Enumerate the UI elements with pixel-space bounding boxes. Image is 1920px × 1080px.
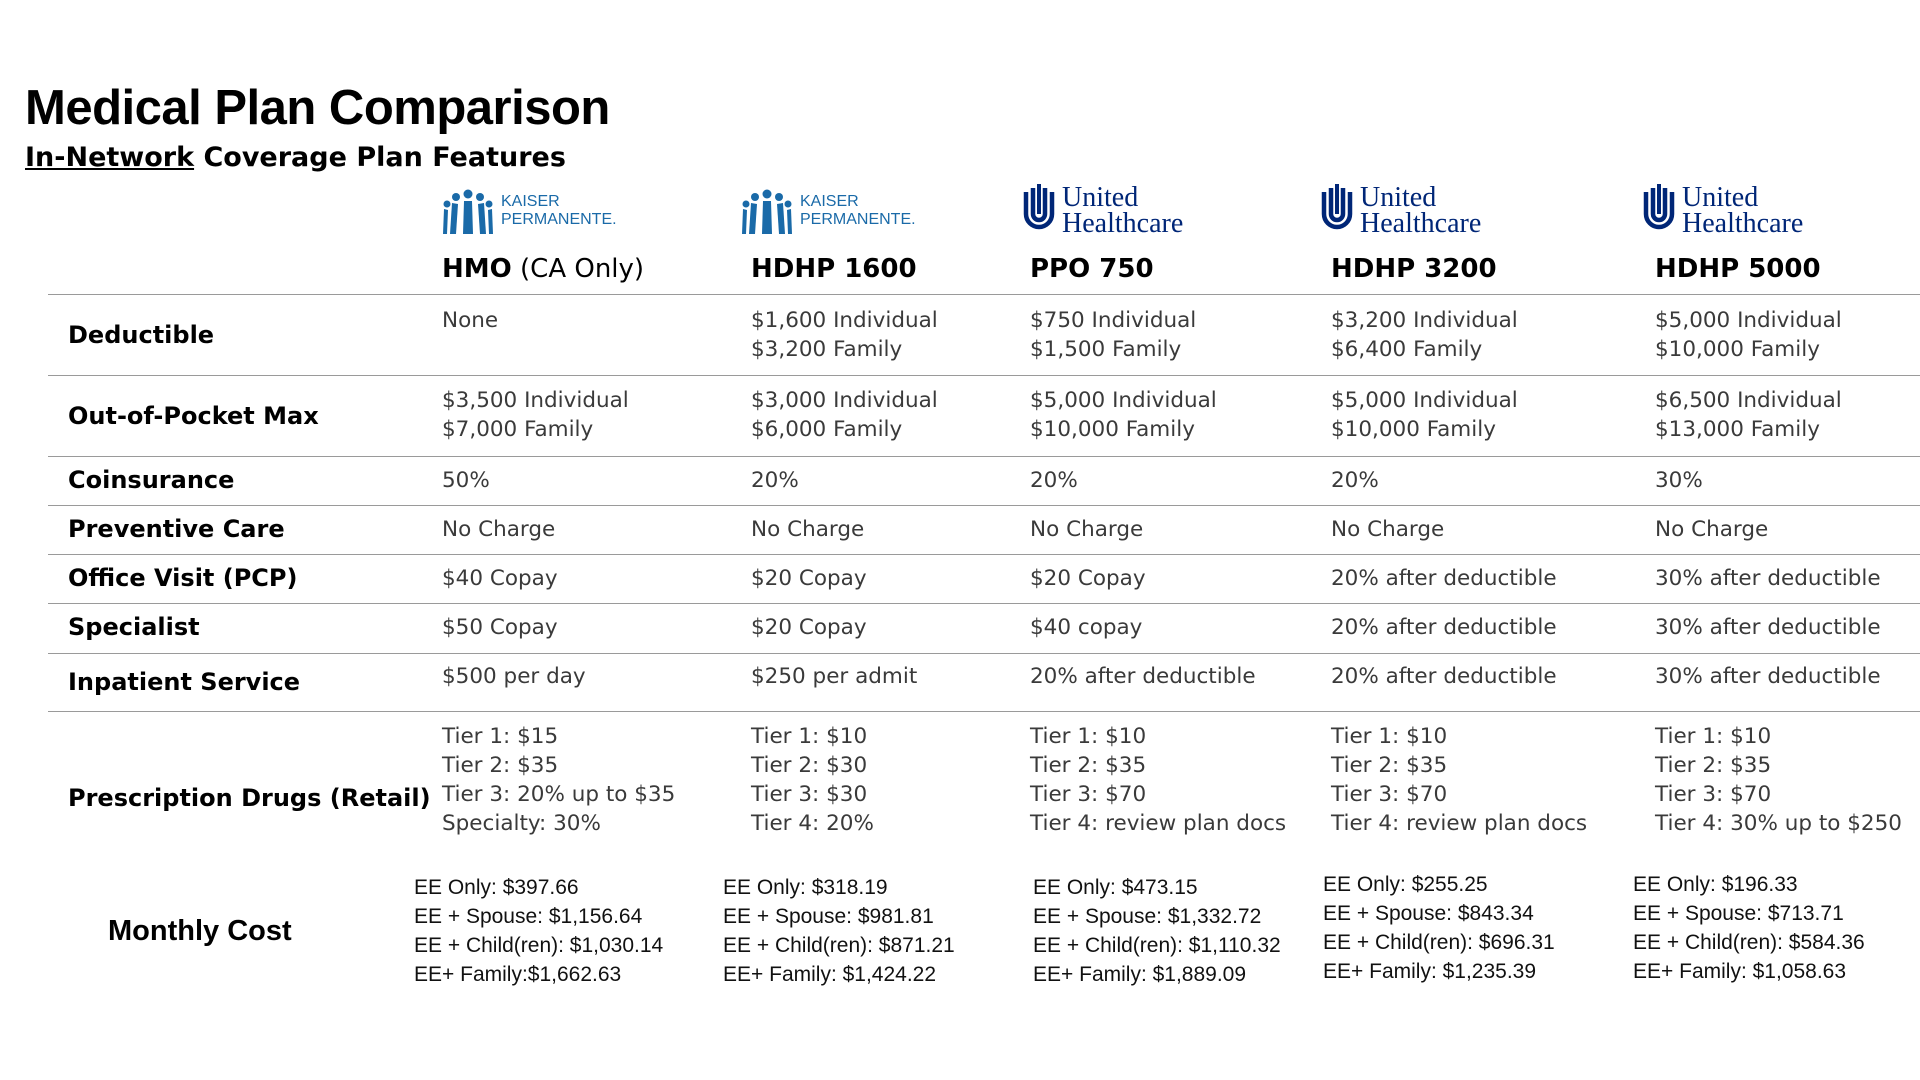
table-cell: None	[442, 308, 499, 333]
row-label-prescription-drugs: Prescription Drugs (Retail)	[68, 784, 431, 812]
monthly-cost-cell: EE Only: $196.33 EE + Spouse: $713.71 EE +…	[1633, 873, 1865, 983]
row-divider	[48, 505, 1920, 506]
kaiser-logo-line1: KAISER	[800, 193, 859, 210]
table-cell: $1,600 Individual $3,200 Family	[751, 308, 938, 362]
row-label-inpatient-service: Inpatient Service	[68, 668, 301, 696]
row-label-specialist: Specialist	[68, 613, 200, 641]
uhc-logo-line2: Healthcare	[1062, 208, 1184, 239]
table-cell: Tier 1: $10 Tier 2: $35 Tier 3: $70 Tier 4:…	[1030, 724, 1287, 836]
plan-name-hdhp-5000: HDHP 5000	[1655, 254, 1821, 284]
row-divider	[48, 294, 1920, 295]
table-cell: Tier 1: $15 Tier 2: $35 Tier 3: 20% up to …	[442, 724, 676, 836]
table-cell: $40 copay	[1030, 615, 1143, 640]
table-cell: $3,000 Individual $6,000 Family	[751, 388, 938, 442]
plan-name-hdhp-3200: HDHP 3200	[1331, 254, 1497, 284]
table-cell: Tier 1: $10 Tier 2: $35 Tier 3: $70 Tier 4:…	[1655, 724, 1902, 836]
uhc-logo-line1: United	[1360, 182, 1437, 213]
subtitle-rest: Coverage Plan Features	[194, 142, 566, 173]
table-cell: $50 Copay	[442, 615, 558, 640]
page-subtitle: In-Network Coverage Plan Features	[25, 142, 566, 173]
row-divider	[48, 554, 1920, 555]
united-healthcare-icon	[1023, 184, 1055, 230]
plan-name-hdhp-1600: HDHP 1600	[751, 254, 917, 284]
table-cell: 30% after deductible	[1655, 566, 1881, 591]
united-healthcare-icon	[1643, 184, 1675, 230]
table-cell: 20%	[1331, 468, 1379, 493]
table-cell: $40 Copay	[442, 566, 558, 591]
page-title: Medical Plan Comparison	[25, 81, 610, 135]
table-cell: 20%	[1030, 468, 1078, 493]
row-divider	[48, 375, 1920, 376]
subtitle-underlined: In-Network	[25, 142, 195, 173]
uhc-logo-line1: United	[1062, 182, 1139, 213]
kaiser-logo-line2: PERMANENTE.	[800, 211, 916, 228]
row-divider	[48, 456, 1920, 457]
row-label-coinsurance: Coinsurance	[68, 466, 235, 494]
plan-name-bold: HDHP 5000	[1655, 254, 1821, 284]
row-label-out-of-pocket-max: Out-of-Pocket Max	[68, 402, 319, 430]
kaiser-permanente-icon	[742, 189, 792, 234]
table-cell: $6,500 Individual $13,000 Family	[1655, 388, 1842, 442]
plan-name-ppo-750: PPO 750	[1030, 254, 1154, 284]
united-healthcare-icon	[1321, 184, 1353, 230]
table-cell: $20 Copay	[1030, 566, 1146, 591]
table-cell: No Charge	[1331, 517, 1445, 542]
plan-name-bold: PPO 750	[1030, 254, 1154, 284]
table-cell: No Charge	[442, 517, 556, 542]
plan-name-bold: HMO	[442, 254, 512, 284]
plan-name-bold: HDHP 3200	[1331, 254, 1497, 284]
monthly-cost-label: Monthly Cost	[108, 915, 292, 947]
table-cell: 30%	[1655, 468, 1703, 493]
row-divider	[48, 603, 1920, 604]
plan-logo-kaiser-1: KAISER PERMANENTE.	[443, 188, 617, 234]
row-label-preventive-care: Preventive Care	[68, 515, 285, 543]
table-cell: 30% after deductible	[1655, 664, 1881, 689]
table-cell: 20% after deductible	[1331, 664, 1557, 689]
table-cell: $5,000 Individual $10,000 Family	[1331, 388, 1518, 442]
table-cell: $250 per admit	[751, 664, 918, 689]
table-cell: Tier 1: $10 Tier 2: $30 Tier 3: $30 Tier 4:…	[751, 724, 874, 836]
table-cell: 20%	[751, 468, 799, 493]
table-cell: Tier 1: $10 Tier 2: $35 Tier 3: $70 Tier 4:…	[1331, 724, 1588, 836]
table-cell: 20% after deductible	[1030, 664, 1256, 689]
plan-logo-uhc-1: United Healthcare	[1022, 184, 1183, 238]
plan-name-light: (CA Only)	[511, 254, 645, 284]
kaiser-permanente-icon	[443, 189, 493, 234]
table-cell: No Charge	[1030, 517, 1144, 542]
table-cell: $20 Copay	[751, 615, 867, 640]
table-cell: $3,200 Individual $6,400 Family	[1331, 308, 1518, 362]
table-cell: 20% after deductible	[1331, 566, 1557, 591]
table-cell: $20 Copay	[751, 566, 867, 591]
uhc-logo-line2: Healthcare	[1682, 208, 1804, 239]
monthly-cost-cell: EE Only: $318.19 EE + Spouse: $981.81 EE +…	[723, 876, 955, 986]
plan-name-hmo: HMO (CA Only)	[442, 254, 644, 284]
table-cell: $500 per day	[442, 664, 586, 689]
kaiser-logo-line1: KAISER	[501, 193, 560, 210]
table-cell: 30% after deductible	[1655, 615, 1881, 640]
uhc-logo-line1: United	[1682, 182, 1759, 213]
table-cell: 20% after deductible	[1331, 615, 1557, 640]
table-cell: $3,500 Individual $7,000 Family	[442, 388, 629, 442]
uhc-logo-line2: Healthcare	[1360, 208, 1482, 239]
row-label-office-visit: Office Visit (PCP)	[68, 564, 298, 592]
row-divider	[48, 653, 1920, 654]
monthly-cost-cell: EE Only: $255.25 EE + Spouse: $843.34 EE +…	[1323, 873, 1555, 983]
table-cell: 50%	[442, 468, 490, 493]
plan-logo-uhc-2: United Healthcare	[1320, 184, 1481, 238]
plan-logo-kaiser-2: KAISER PERMANENTE.	[742, 188, 916, 234]
table-cell: $5,000 Individual $10,000 Family	[1655, 308, 1842, 362]
table-cell: No Charge	[751, 517, 865, 542]
monthly-cost-cell: EE Only: $473.15 EE + Spouse: $1,332.72 EE…	[1033, 876, 1281, 986]
plan-logo-uhc-3: United Healthcare	[1642, 184, 1803, 238]
row-label-deductible: Deductible	[68, 321, 215, 349]
kaiser-logo-line2: PERMANENTE.	[501, 211, 617, 228]
row-divider	[48, 711, 1920, 712]
table-cell: $5,000 Individual $10,000 Family	[1030, 388, 1217, 442]
table-cell: No Charge	[1655, 517, 1769, 542]
monthly-cost-cell: EE Only: $397.66 EE + Spouse: $1,156.64 EE…	[414, 876, 664, 986]
plan-name-bold: HDHP 1600	[751, 254, 917, 284]
table-cell: $750 Individual $1,500 Family	[1030, 308, 1197, 362]
